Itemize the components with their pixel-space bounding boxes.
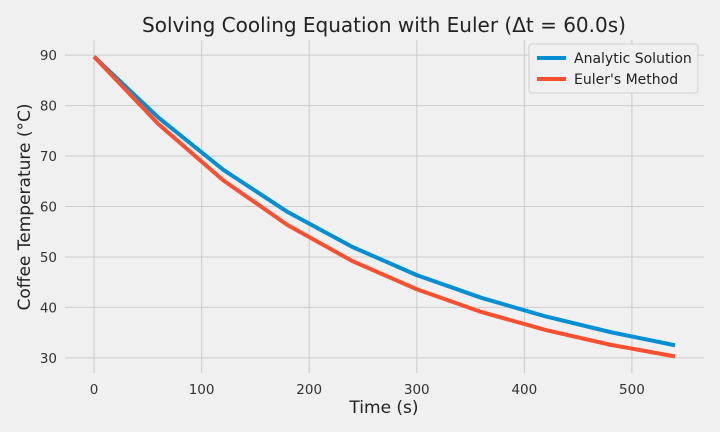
legend-label: Euler's Method: [574, 72, 678, 88]
x-tick-label: 200: [296, 382, 322, 398]
y-tick-label: 30: [40, 351, 57, 367]
x-tick-label: 300: [404, 382, 430, 398]
x-tick-label: 100: [189, 382, 215, 398]
y-tick-label: 50: [40, 250, 57, 266]
x-tick-label: 500: [619, 382, 645, 398]
tick-labels: 0 100 200 300 400 500 30 40 50 60 70 80 90: [40, 48, 645, 398]
chart-title: Solving Cooling Equation with Euler (Δt …: [142, 13, 626, 37]
y-tick-label: 90: [40, 48, 57, 64]
legend-label: Analytic Solution: [574, 51, 692, 67]
series-line-euler: [92, 55, 676, 359]
y-axis-label: Coffee Temperature (°C): [15, 103, 35, 310]
legend-box: [528, 43, 699, 94]
x-axis-label: Time (s): [348, 398, 418, 418]
series-line-analytic: [92, 55, 676, 348]
y-tick-label: 60: [40, 200, 57, 216]
y-tick-label: 80: [40, 99, 57, 115]
legend: Analytic Solution Euler's Method: [528, 43, 699, 94]
x-tick-label: 400: [511, 382, 537, 398]
x-tick-label: 0: [90, 382, 99, 398]
y-tick-label: 40: [40, 300, 57, 316]
series-lines: [92, 55, 676, 359]
y-tick-label: 70: [40, 149, 57, 165]
